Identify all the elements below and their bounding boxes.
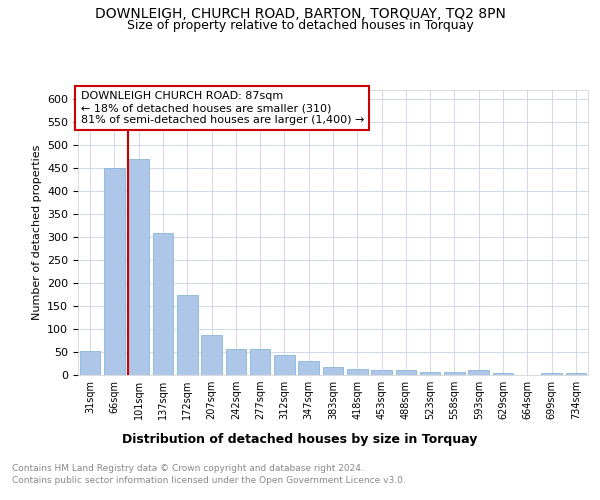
Text: Contains HM Land Registry data © Crown copyright and database right 2024.: Contains HM Land Registry data © Crown c…: [12, 464, 364, 473]
Bar: [444, 372, 465, 375]
Bar: [80, 350, 100, 375]
Bar: [541, 373, 562, 375]
Bar: [152, 232, 173, 375]
Bar: [298, 361, 319, 375]
Bar: [347, 368, 368, 375]
Text: Contains public sector information licensed under the Open Government Licence v3: Contains public sector information licen…: [12, 476, 406, 485]
Bar: [274, 355, 295, 375]
Text: DOWNLEIGH, CHURCH ROAD, BARTON, TORQUAY, TQ2 8PN: DOWNLEIGH, CHURCH ROAD, BARTON, TORQUAY,…: [95, 8, 505, 22]
Bar: [420, 372, 440, 375]
Bar: [226, 349, 246, 375]
Text: Size of property relative to detached houses in Torquay: Size of property relative to detached ho…: [127, 19, 473, 32]
Text: Distribution of detached houses by size in Torquay: Distribution of detached houses by size …: [122, 432, 478, 446]
Bar: [323, 367, 343, 375]
Bar: [104, 168, 125, 375]
Y-axis label: Number of detached properties: Number of detached properties: [32, 145, 41, 320]
Bar: [469, 370, 489, 375]
Bar: [128, 159, 149, 375]
Bar: [566, 373, 586, 375]
Text: DOWNLEIGH CHURCH ROAD: 87sqm
← 18% of detached houses are smaller (310)
81% of s: DOWNLEIGH CHURCH ROAD: 87sqm ← 18% of de…: [80, 92, 364, 124]
Bar: [395, 370, 416, 375]
Bar: [177, 294, 197, 375]
Bar: [250, 349, 271, 375]
Bar: [371, 370, 392, 375]
Bar: [201, 334, 222, 375]
Bar: [493, 373, 514, 375]
